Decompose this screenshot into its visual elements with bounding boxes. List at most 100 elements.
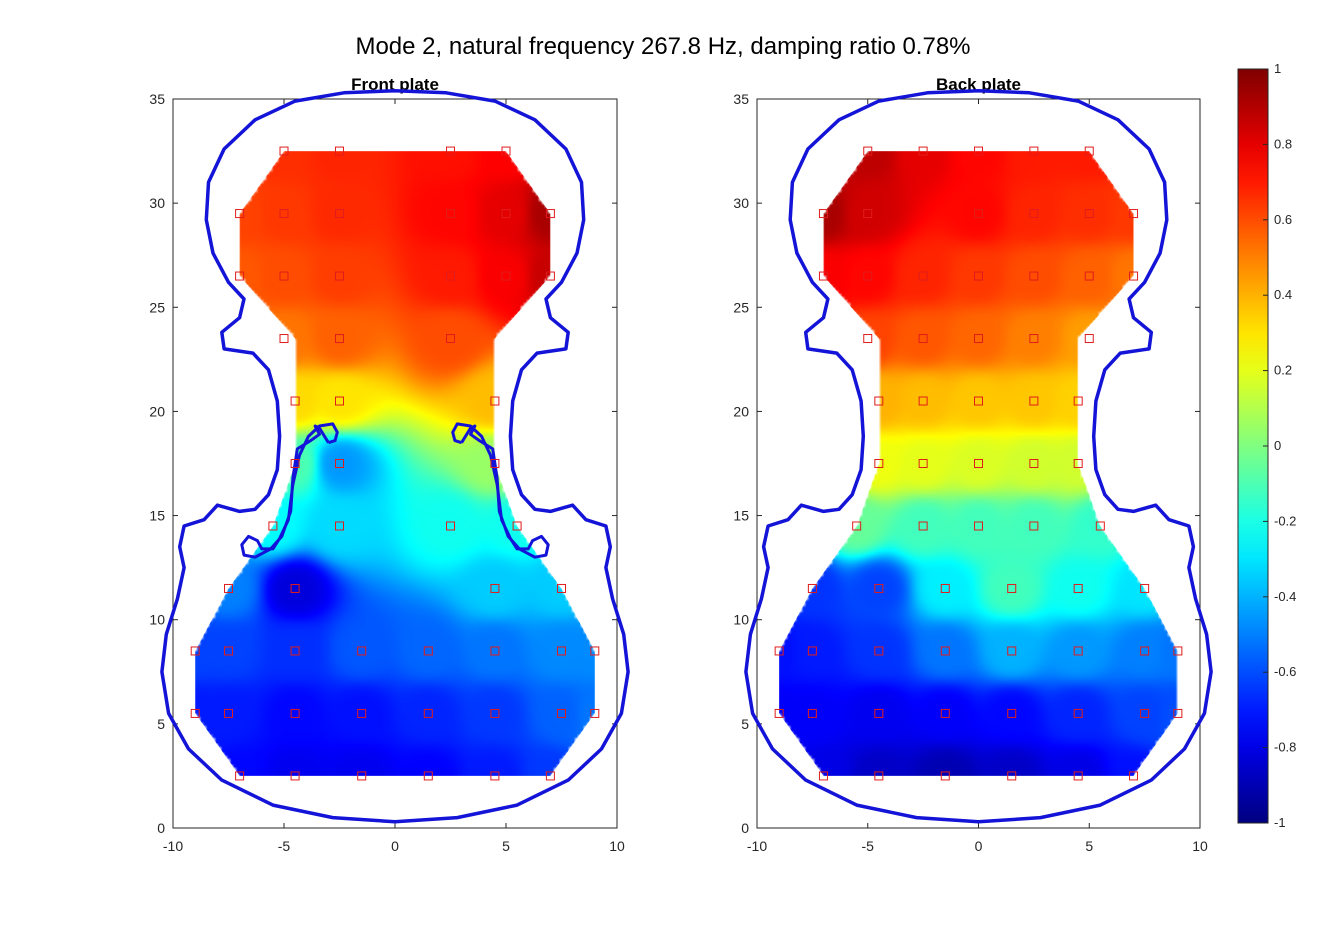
colorbar-tick-label: -0.8 (1274, 740, 1296, 755)
measurement-point (490, 708, 500, 718)
measurement-point (1073, 708, 1083, 718)
front-plate-title: Front plate (351, 75, 439, 94)
measurement-point (774, 708, 784, 718)
measurement-point (279, 334, 289, 344)
x-tick-label: -10 (163, 838, 183, 854)
measurement-point (1129, 771, 1139, 781)
measurement-point (918, 396, 928, 406)
measurement-point (863, 209, 873, 219)
y-tick-label: 5 (157, 716, 165, 732)
measurement-point (490, 396, 500, 406)
measurement-point (501, 146, 511, 156)
measurement-point (335, 271, 344, 281)
measurement-point (974, 521, 983, 531)
x-tick-label: 10 (609, 838, 625, 854)
colorbar-tick-label: -0.2 (1274, 513, 1296, 528)
measurement-point (446, 334, 455, 344)
measurement-point (490, 646, 500, 656)
y-tick-label: 10 (733, 612, 749, 628)
y-tick-label: 25 (149, 299, 165, 315)
x-tick-label: 5 (502, 838, 510, 854)
measurement-point (1073, 583, 1083, 593)
measurement-point (1007, 646, 1017, 656)
measurement-point (290, 583, 300, 593)
measurement-point (974, 459, 983, 468)
y-tick-label: 25 (733, 299, 749, 315)
measurement-point (1007, 771, 1017, 781)
measurement-point (235, 209, 245, 219)
measurement-point (1140, 583, 1150, 593)
measurement-point (557, 583, 566, 593)
y-tick-label: 20 (149, 403, 165, 419)
y-tick-label: 0 (157, 820, 165, 836)
measurement-point (446, 271, 455, 281)
measurement-point (807, 708, 817, 718)
measurement-point (774, 646, 784, 656)
measurement-point (852, 521, 862, 531)
colorbar-tick-label: 1 (1274, 61, 1281, 76)
measurement-point (545, 271, 555, 281)
measurement-point (279, 209, 289, 219)
measurement-point (1073, 459, 1083, 468)
measurement-point (235, 271, 245, 281)
measurement-point (423, 646, 433, 656)
measurement-point (501, 209, 511, 219)
measurement-point (290, 459, 300, 468)
colorbar-tick-label: -0.4 (1274, 589, 1296, 604)
colorbar-tick-label: 0.2 (1274, 363, 1292, 378)
colorbar-tick-label: 0.6 (1274, 212, 1292, 227)
measurement-point (590, 646, 600, 656)
measurement-point (501, 271, 511, 281)
measurement-point (1029, 521, 1039, 531)
measurement-point (268, 521, 278, 531)
colorbar: 1 0.8 0.6 0.4 0.2 0 -0.2 -0.4 -0.6 -0.8 -1 (1237, 61, 1296, 830)
measurement-point (940, 583, 950, 593)
measurement-point (1029, 271, 1039, 281)
measurement-point (1029, 209, 1039, 219)
measurement-point (818, 771, 828, 781)
measurement-point (1084, 209, 1094, 219)
measurement-point (290, 646, 300, 656)
colorbar-tick-label: 0.8 (1274, 136, 1292, 151)
measurement-point (335, 334, 344, 344)
measurement-point (557, 646, 566, 656)
measurement-point (490, 583, 500, 593)
measurement-point (290, 708, 300, 718)
measurement-point (974, 271, 983, 281)
f-hole-left (240, 422, 339, 559)
measurement-point (512, 521, 522, 531)
measurement-point (335, 209, 344, 219)
measurement-point (545, 771, 555, 781)
measurement-point (190, 708, 200, 718)
violin-outline (744, 88, 1213, 824)
measurement-point (1084, 334, 1094, 344)
measurement-point (490, 459, 500, 468)
x-tick-label: 10 (1192, 838, 1208, 854)
measurement-point (590, 708, 600, 718)
measurement-point (1029, 146, 1039, 156)
x-tick-label: 0 (975, 838, 983, 854)
measurement-point (874, 646, 884, 656)
y-tick-label: 5 (741, 716, 749, 732)
y-tick-label: 35 (733, 91, 749, 107)
measurement-point (1173, 646, 1183, 656)
measurement-point (1129, 271, 1139, 281)
measurement-point (279, 146, 289, 156)
x-tick-label: -5 (278, 838, 291, 854)
measurement-point (940, 771, 950, 781)
measurement-point (863, 271, 873, 281)
measurement-point (357, 646, 367, 656)
y-tick-label: 20 (733, 403, 749, 419)
measurement-point (557, 708, 566, 718)
measurement-point (290, 771, 300, 781)
x-tick-label: 0 (391, 838, 399, 854)
x-tick-label: 5 (1085, 838, 1093, 854)
measurement-point (1173, 708, 1183, 718)
measurement-point (974, 146, 983, 156)
front-plate-panel: Front plate -10 -5 0 5 10 0 5 10 15 20 25 30 35 (149, 75, 630, 854)
measurement-point (335, 396, 344, 406)
measurement-point (940, 708, 950, 718)
back-plate-panel: Back plate -10 -5 0 5 10 0 5 10 15 20 25 30 35 (733, 75, 1213, 854)
measurement-point (1007, 708, 1017, 718)
